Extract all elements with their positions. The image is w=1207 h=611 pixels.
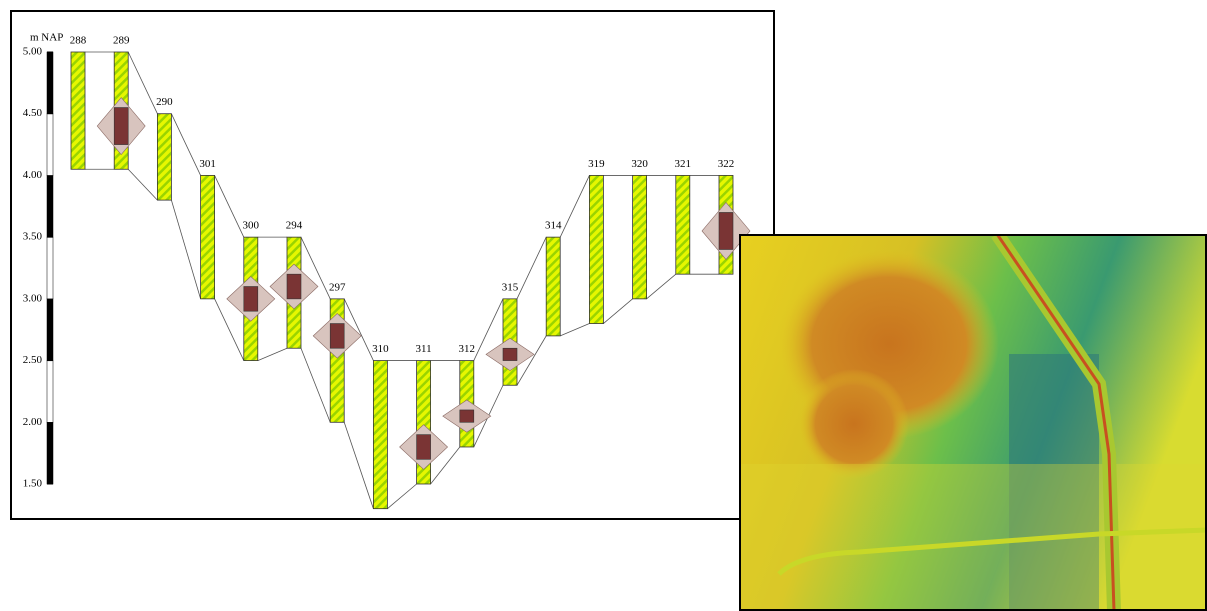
borehole-label: 314 [545, 220, 562, 232]
correlation-line [171, 113, 201, 176]
cross-section: m NAP 1.50 2.00 2.50 3.00 3.50 4.00 4.50 5.00 28… [10, 10, 775, 520]
peat-layer [329, 323, 345, 349]
axis-segment [46, 360, 54, 423]
road [777, 527, 1207, 576]
axis-segment [46, 298, 54, 361]
low-ground [1009, 354, 1099, 611]
correlation-line [127, 168, 158, 201]
borehole [200, 175, 216, 300]
correlation-line [300, 348, 331, 423]
y-tick-label: 3.00 [23, 292, 43, 304]
y-tick-label: 2.00 [23, 416, 43, 428]
borehole-label: 311 [416, 343, 432, 355]
y-tick-label: 5.00 [23, 46, 43, 58]
borehole-label: 320 [631, 158, 648, 170]
borehole-label: 321 [675, 158, 692, 170]
borehole-label: 310 [372, 343, 389, 355]
correlation-line [343, 298, 374, 361]
map-frame [739, 234, 1207, 611]
high-ground [799, 369, 909, 479]
correlation-line [473, 298, 504, 361]
peat-layer [718, 212, 734, 250]
borehole-label: 288 [70, 35, 87, 47]
correlation-line [516, 236, 547, 300]
axis-segment [46, 51, 54, 114]
y-axis-label: m NAP [30, 32, 63, 44]
correlation-line [559, 175, 590, 238]
borehole-label: 297 [329, 281, 346, 293]
elevation-map [739, 234, 1207, 611]
correlation-line [171, 200, 201, 299]
borehole [70, 51, 86, 170]
correlation-line [516, 335, 547, 386]
borehole [589, 175, 604, 324]
terrain [739, 464, 1207, 611]
y-tick-label: 2.50 [23, 354, 43, 366]
peat-layer [286, 273, 302, 300]
axis-segment [46, 236, 54, 300]
axis-segment [46, 113, 54, 176]
borehole-label: 301 [199, 158, 216, 170]
peat-layer [502, 347, 518, 361]
correlation-line [560, 323, 590, 337]
correlation-line [300, 236, 331, 300]
correlation-line [646, 273, 677, 300]
y-tick-label: 4.50 [23, 107, 43, 119]
peat-layer [113, 107, 129, 145]
borehole [632, 175, 647, 300]
borehole-label: 300 [243, 220, 260, 232]
correlation-line [343, 422, 374, 509]
borehole-label: 289 [113, 35, 130, 47]
correlation-line [257, 347, 288, 361]
peat-layer [459, 409, 475, 423]
borehole-label: 294 [286, 220, 303, 232]
correlation-line [603, 298, 633, 324]
borehole [372, 360, 388, 510]
borehole-label: 290 [156, 96, 173, 108]
peat-layer [243, 286, 259, 312]
borehole [156, 113, 172, 201]
correlation-line [214, 298, 245, 361]
axis-segment [46, 422, 54, 485]
correlation-line [127, 51, 158, 114]
borehole-label: 312 [459, 343, 476, 355]
y-tick-label: 4.00 [23, 169, 43, 181]
peat-layer [416, 434, 431, 460]
correlation-line [430, 446, 461, 485]
correlation-line [214, 175, 245, 238]
borehole-label: 315 [502, 281, 519, 293]
y-tick-label: 3.50 [23, 231, 43, 243]
borehole [675, 175, 691, 275]
borehole [545, 236, 561, 337]
borehole-label: 322 [718, 158, 735, 170]
axis-segment [46, 175, 54, 238]
correlation-line [387, 483, 417, 509]
y-tick-label: 1.50 [23, 478, 43, 490]
borehole-label: 319 [588, 158, 605, 170]
